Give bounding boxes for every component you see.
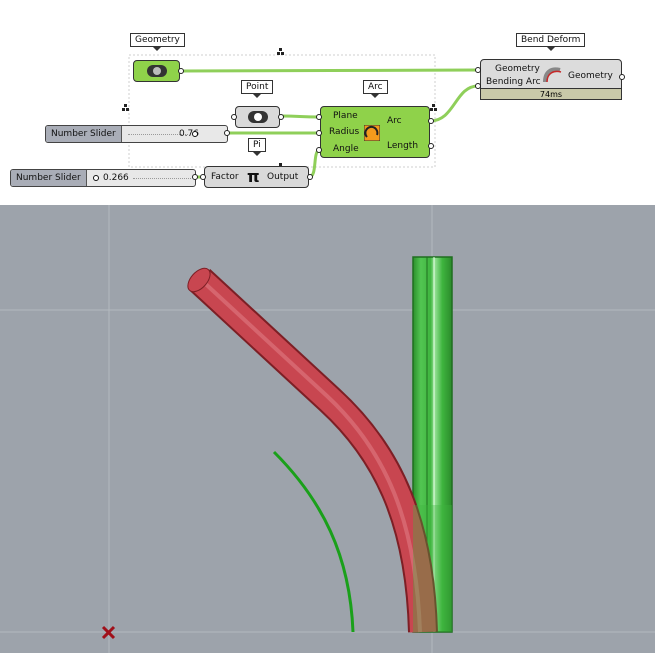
slider-grip[interactable] — [192, 131, 198, 137]
arc-component[interactable]: Plane Radius Angle Arc Length — [320, 106, 430, 158]
geometry-param[interactable] — [133, 60, 180, 82]
arc-icon — [364, 125, 380, 141]
origin-marker-icon — [101, 625, 116, 640]
pi-output-port[interactable] — [307, 174, 313, 180]
bend-geometry-port[interactable] — [475, 67, 481, 73]
slider-radius-port[interactable] — [224, 130, 230, 136]
bend-input-geometry[interactable]: Geometry — [495, 64, 540, 74]
point-param-output-port[interactable] — [278, 114, 284, 120]
slider-factor-port[interactable] — [192, 174, 198, 180]
group-grip-right[interactable] — [430, 104, 438, 112]
slider-grip[interactable] — [93, 175, 99, 181]
bend-arc-port[interactable] — [475, 83, 481, 89]
arc-angle-port[interactable] — [316, 147, 322, 153]
group-grip-top[interactable] — [277, 48, 285, 56]
selection-group-outline — [128, 54, 436, 168]
slider-name: Number Slider — [11, 170, 87, 186]
slider-value: 0.76 — [178, 129, 199, 139]
geometry-param-output-port[interactable] — [178, 68, 184, 74]
bend-timing: 74ms — [480, 89, 622, 100]
slider-track[interactable] — [128, 134, 188, 136]
point-param-tag: Point — [241, 80, 274, 98]
point-param-input-port[interactable] — [231, 114, 237, 120]
pi-output[interactable]: Output — [267, 172, 299, 182]
pi-input-factor[interactable]: Factor — [211, 172, 239, 182]
wire-point-to-plane — [281, 114, 321, 119]
arc-plane-port[interactable] — [316, 114, 322, 120]
viewport-scene — [0, 205, 655, 653]
group-grip-left[interactable] — [122, 104, 130, 112]
arc-input-plane[interactable]: Plane — [333, 111, 358, 121]
arc-component-tag: Arc — [363, 80, 388, 98]
arc-input-radius[interactable]: Radius — [329, 127, 360, 137]
arc-length-port[interactable] — [428, 143, 434, 149]
geometry-icon — [147, 65, 167, 77]
slider-name: Number Slider — [46, 126, 122, 142]
point-icon — [248, 111, 268, 123]
number-slider-radius[interactable]: Number Slider 0.76 — [45, 125, 228, 143]
arc-radius-port[interactable] — [316, 130, 322, 136]
arc-arc-port[interactable] — [428, 118, 434, 124]
tube-overlap — [413, 505, 452, 632]
rhino-viewport[interactable] — [0, 205, 655, 653]
bend-icon — [543, 67, 562, 83]
pi-icon: π — [247, 167, 260, 186]
wire-geometry-to-bend — [180, 68, 479, 73]
bend-deform-tag: Bend Deform — [516, 33, 586, 51]
pi-factor-port[interactable] — [200, 174, 206, 180]
wire-arc-to-bending-arc — [429, 84, 479, 123]
pi-component-tag: Pi — [248, 138, 266, 156]
bent-tube[interactable] — [184, 264, 438, 633]
arc-output-arc[interactable]: Arc — [387, 116, 402, 126]
arc-output-length[interactable]: Length — [387, 141, 419, 151]
number-slider-factor[interactable]: Number Slider 0.266 — [10, 169, 196, 187]
bending-arc-curve — [272, 450, 355, 633]
bend-input-bending-arc[interactable]: Bending Arc — [486, 77, 541, 87]
slider-track[interactable] — [133, 178, 191, 180]
slider-value: 0.266 — [103, 173, 129, 183]
bend-output-port[interactable] — [619, 74, 625, 80]
geometry-param-tag: Geometry — [130, 33, 185, 51]
bend-output-geometry[interactable]: Geometry — [568, 71, 613, 81]
grasshopper-canvas[interactable]: Geometry Point Arc Plane Radius Angle Ar… — [0, 0, 655, 205]
pi-component[interactable]: Factor π Output — [204, 166, 309, 188]
bend-deform-component[interactable]: Geometry Bending Arc Geometry 74ms — [480, 59, 622, 100]
wire-output-to-angle — [308, 148, 321, 179]
arc-input-angle[interactable]: Angle — [333, 144, 359, 154]
point-param[interactable] — [235, 106, 280, 128]
